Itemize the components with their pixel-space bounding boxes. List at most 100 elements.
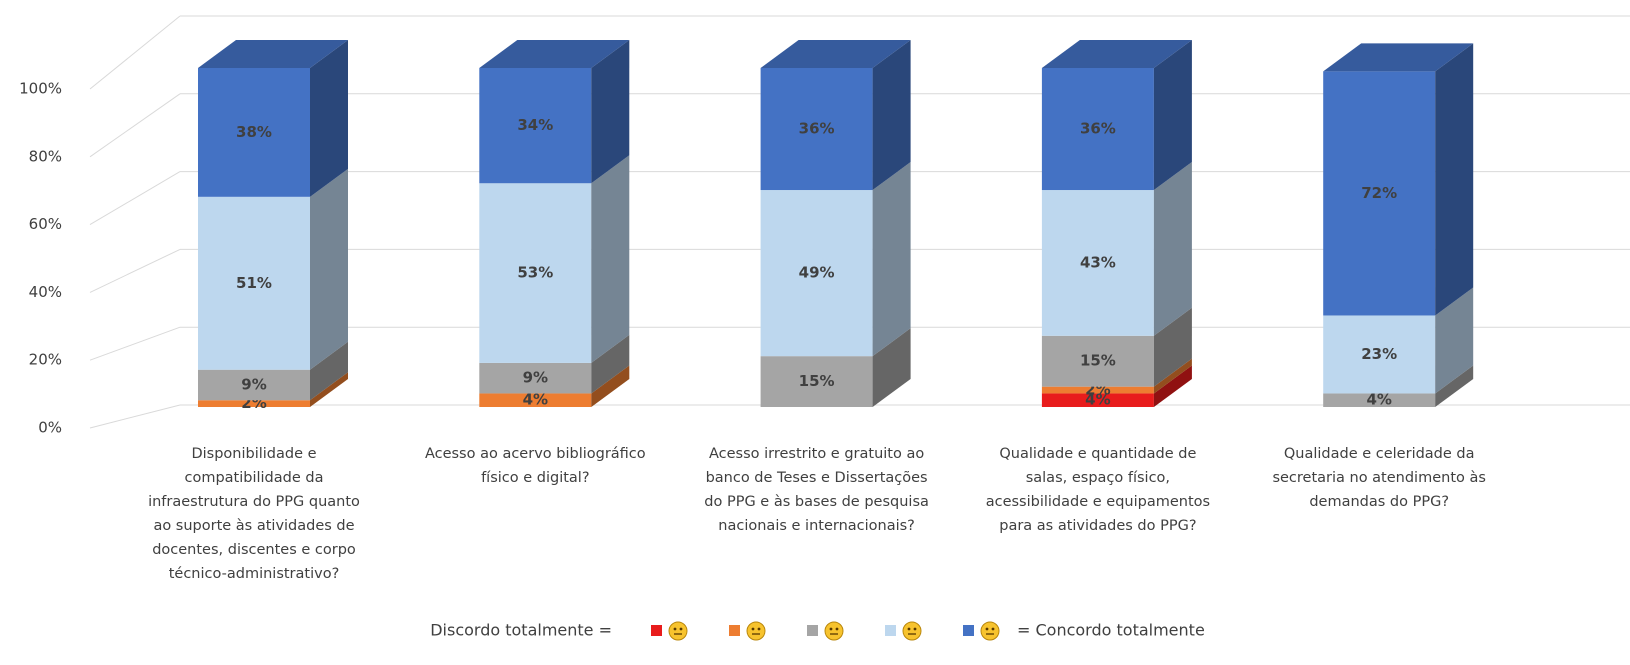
y-tick-label: 80% — [29, 147, 62, 165]
grid-line-side — [89, 326, 181, 361]
y-tick-label: 60% — [29, 215, 62, 233]
bar-top — [479, 40, 630, 68]
data-label: 15% — [799, 372, 835, 390]
y-tick-label: 40% — [29, 283, 62, 301]
legend-icon-eye — [757, 627, 761, 631]
legend-icon-eye — [991, 627, 995, 631]
bar-side — [310, 341, 348, 401]
data-label: 4% — [523, 391, 548, 409]
bar-front — [198, 369, 310, 401]
bar-side — [1153, 365, 1192, 407]
x-tick-label: Acesso ao acervo bibliográfico físico e … — [424, 446, 646, 486]
bar-front — [479, 183, 592, 363]
bar-front — [198, 400, 310, 407]
bar-front — [198, 196, 310, 370]
bar-side — [1153, 162, 1192, 336]
data-label: 43% — [1080, 253, 1116, 271]
bar-side — [591, 365, 630, 407]
bar-side — [872, 328, 911, 407]
legend-left: Discordo totalmente = — [430, 621, 612, 640]
bar-side — [1435, 43, 1474, 316]
legend-swatch — [963, 625, 974, 636]
bar-front — [1041, 190, 1154, 336]
legend-icon — [902, 621, 922, 641]
x-tick-label: Qualidade e celeridade da secretaria no … — [1272, 446, 1486, 510]
grid-line-side — [89, 171, 181, 226]
legend-right: = Concordo totalmente — [1017, 621, 1205, 640]
grid-line-side — [89, 93, 181, 158]
bar-side — [310, 40, 348, 197]
bar-side — [591, 40, 630, 184]
legend-icon — [746, 621, 766, 641]
bar-side — [1153, 307, 1192, 387]
bar-top — [198, 40, 348, 68]
legend-icon-eye — [907, 627, 911, 631]
legend-icon — [668, 621, 688, 641]
bar-side — [591, 334, 630, 394]
grid-line-side — [89, 248, 181, 293]
bar-front — [1323, 71, 1436, 316]
grid-line-side — [89, 15, 181, 90]
legend-icon-eye — [679, 627, 683, 631]
x-tick-label: Acesso irrestrito e gratuito ao banco de… — [704, 446, 929, 534]
legend-swatch — [729, 625, 740, 636]
legend-icon-eye — [751, 627, 755, 631]
data-label: 4% — [1085, 391, 1110, 409]
bar-front — [479, 393, 592, 407]
y-tick-label: 0% — [38, 419, 62, 437]
data-label: 9% — [241, 375, 266, 393]
bar-front — [1041, 393, 1154, 407]
bar-side — [872, 162, 911, 357]
bar-top — [760, 40, 911, 68]
bar-side — [310, 372, 348, 407]
legend-swatch — [885, 625, 896, 636]
bar-front — [760, 68, 873, 191]
bar-top — [1323, 43, 1474, 72]
bar-side — [591, 155, 630, 363]
data-label: 15% — [1080, 352, 1116, 370]
x-tick-label: Qualidade e quantidade de salas, espaço … — [985, 446, 1211, 534]
legend-icon-eye — [829, 627, 833, 631]
bar-front — [1323, 393, 1436, 407]
legend-icon-eye — [985, 627, 989, 631]
bar-front — [760, 190, 873, 357]
x-tick-label: Disponibilidade e compatibilidade da inf… — [148, 446, 360, 582]
bar-front — [479, 68, 592, 184]
data-label: 49% — [799, 264, 835, 282]
legend-icon-eye — [835, 627, 839, 631]
legend-swatch — [651, 625, 662, 636]
bar-front — [1041, 335, 1154, 387]
legend-icon-eye — [673, 627, 677, 631]
y-tick-label: 20% — [29, 351, 62, 369]
legend-swatch — [807, 625, 818, 636]
bar-side — [1435, 287, 1474, 394]
bar-top — [1041, 40, 1192, 68]
bar-front — [479, 362, 592, 394]
bar-side — [1153, 358, 1192, 394]
data-label: 9% — [523, 369, 548, 387]
data-label: 4% — [1366, 391, 1391, 409]
bar-side — [1435, 365, 1474, 407]
bar-front — [1323, 315, 1436, 394]
bar-front — [1041, 386, 1154, 394]
data-label: 34% — [517, 116, 553, 134]
y-tick-label: 100% — [19, 80, 62, 98]
data-label: 38% — [236, 123, 272, 141]
data-label: 53% — [517, 264, 553, 282]
legend-icon-eye — [913, 627, 917, 631]
data-label: 51% — [236, 274, 272, 292]
data-label: 36% — [1080, 120, 1116, 138]
legend-icon — [980, 621, 1000, 641]
bar-front — [1041, 68, 1154, 191]
data-label: 36% — [799, 120, 835, 138]
legend-icon — [824, 621, 844, 641]
bar-side — [1153, 40, 1192, 191]
grid-line-side — [89, 404, 181, 429]
bar-side — [872, 40, 911, 191]
data-label: 23% — [1361, 345, 1397, 363]
bar-front — [198, 68, 310, 197]
data-label: 72% — [1361, 184, 1397, 202]
bar-front — [760, 356, 873, 407]
